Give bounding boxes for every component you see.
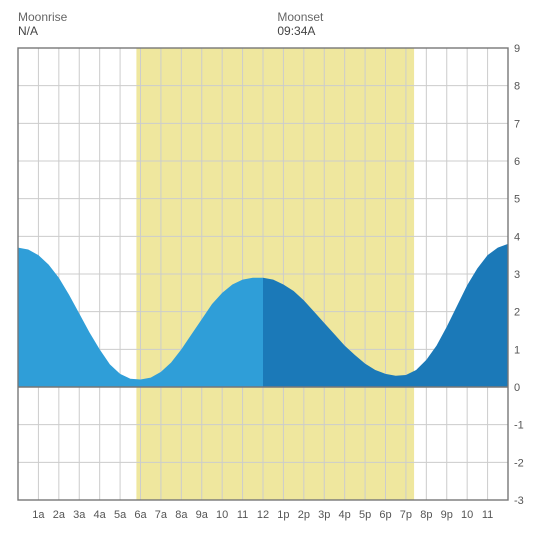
x-tick-label: 12 (257, 509, 269, 521)
tide-chart: Moonrise N/A Moonset 09:34A -3-2-1012345… (10, 10, 540, 530)
x-tick-label: 1a (32, 509, 45, 521)
x-tick-label: 9p (441, 509, 453, 521)
x-axis-labels: 1a 2a 3a 4a 5a 6a 7a 8a 9a 10 11 12 1p 2p 3p 4p 5p 6p 7p 8p… (32, 509, 493, 521)
y-tick-label: 8 (514, 81, 520, 93)
x-tick-label: 5a (114, 509, 127, 521)
x-tick-label: 6a (134, 509, 147, 521)
x-tick-label: 10 (216, 509, 228, 521)
x-tick-label: 5p (359, 509, 371, 521)
x-tick-label: 6p (379, 509, 391, 521)
y-tick-label: 3 (514, 269, 520, 281)
x-tick-label: 4a (94, 509, 107, 521)
x-tick-label: 7a (155, 509, 168, 521)
x-tick-label: 1p (277, 509, 289, 521)
moonset-block: Moonset 09:34A (277, 10, 323, 38)
grid (18, 48, 508, 500)
x-tick-label: 3p (318, 509, 330, 521)
x-tick-label: 4p (339, 509, 351, 521)
y-tick-label: 6 (514, 156, 520, 168)
moonrise-block: Moonrise N/A (18, 10, 67, 38)
y-tick-label: -3 (514, 495, 524, 507)
x-tick-label: 11 (482, 509, 493, 521)
x-tick-label: 9a (196, 509, 209, 521)
header-labels: Moonrise N/A Moonset 09:34A (10, 10, 540, 38)
x-tick-label: 11 (237, 509, 248, 521)
x-tick-label: 2a (53, 509, 66, 521)
y-tick-label: 5 (514, 194, 520, 206)
y-tick-label: 1 (514, 344, 520, 356)
y-axis-labels: -3 -2 -1 0 1 2 3 4 5 6 7 8 9 (514, 43, 524, 507)
x-tick-label: 10 (461, 509, 473, 521)
y-tick-label: 0 (514, 382, 520, 394)
y-tick-label: -1 (514, 420, 524, 432)
y-tick-label: 9 (514, 43, 520, 55)
y-tick-label: -2 (514, 457, 524, 469)
x-tick-label: 2p (298, 509, 310, 521)
chart-svg: -3-2-101234567891a2a3a4a5a6a7a8a9a101112… (10, 40, 540, 530)
moonset-value: 09:34A (277, 24, 323, 38)
moonrise-value: N/A (18, 24, 67, 38)
moonset-label: Moonset (277, 10, 323, 24)
y-tick-label: 4 (514, 231, 520, 243)
y-tick-label: 7 (514, 118, 520, 130)
y-tick-label: 2 (514, 307, 520, 319)
moonrise-label: Moonrise (18, 10, 67, 24)
x-tick-label: 8a (175, 509, 188, 521)
x-tick-label: 8p (420, 509, 432, 521)
x-tick-label: 3a (73, 509, 86, 521)
x-tick-label: 7p (400, 509, 412, 521)
